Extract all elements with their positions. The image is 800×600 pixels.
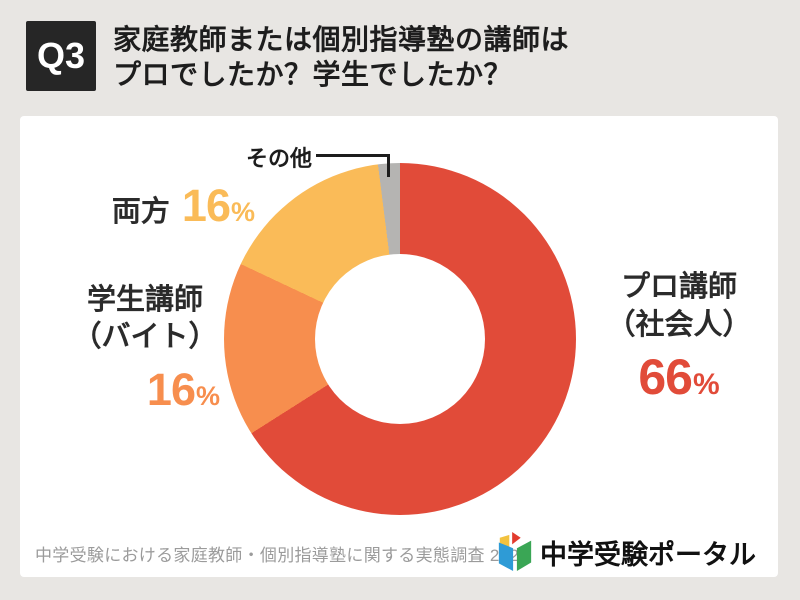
callout-student-line2: （バイト） xyxy=(72,321,218,353)
page-title-line2: プロでしたか？学生でしたか？ xyxy=(113,59,513,90)
callout-both-label: 両方 xyxy=(111,196,170,228)
open-book-icon xyxy=(496,531,534,573)
callout-pro-line2: （社会人） xyxy=(606,309,752,341)
donut-hole xyxy=(315,254,485,424)
callout-pro: プロ講師 （社会人） 66 % xyxy=(593,268,765,406)
callout-student-number: 16 xyxy=(146,364,196,415)
other-label-connector xyxy=(316,154,390,177)
callout-student-value: 16 % xyxy=(60,364,230,416)
site-logo-text: 中学受験ポータル xyxy=(540,539,756,570)
callout-pro-value: 66 % xyxy=(593,348,765,406)
chart-card: その他 両方 16 % 学生講師 （バイト） 16 % プロ講師 （社会人） 6… xyxy=(20,116,778,577)
donut-chart xyxy=(224,163,576,515)
callout-student: 学生講師 （バイト） 16 % xyxy=(60,282,230,416)
survey-source-text: 中学受験における家庭教師・個別指導塾に関する実態調査 2025 xyxy=(35,546,529,565)
callout-student-line1: 学生講師 xyxy=(86,284,203,316)
site-logo: 中学受験ポータル xyxy=(496,531,756,573)
callout-other-label: その他 xyxy=(246,146,313,171)
callout-pro-number: 66 xyxy=(638,349,693,405)
page-title-line1: 家庭教師または個別指導塾の講師は xyxy=(113,24,570,55)
callout-both-unit: % xyxy=(230,197,255,227)
callout-student-unit: % xyxy=(195,381,220,411)
callout-pro-line1: プロ講師 xyxy=(620,271,737,303)
callout-both: 両方 16 % xyxy=(112,180,255,232)
question-number-badge: Q3 xyxy=(26,21,96,91)
callout-pro-unit: % xyxy=(692,368,720,401)
callout-both-number: 16 xyxy=(181,180,231,231)
callout-both-value: 16 % xyxy=(182,180,255,232)
page-title: 家庭教師または個別指導塾の講師は プロでしたか？学生でしたか？ xyxy=(113,22,569,92)
